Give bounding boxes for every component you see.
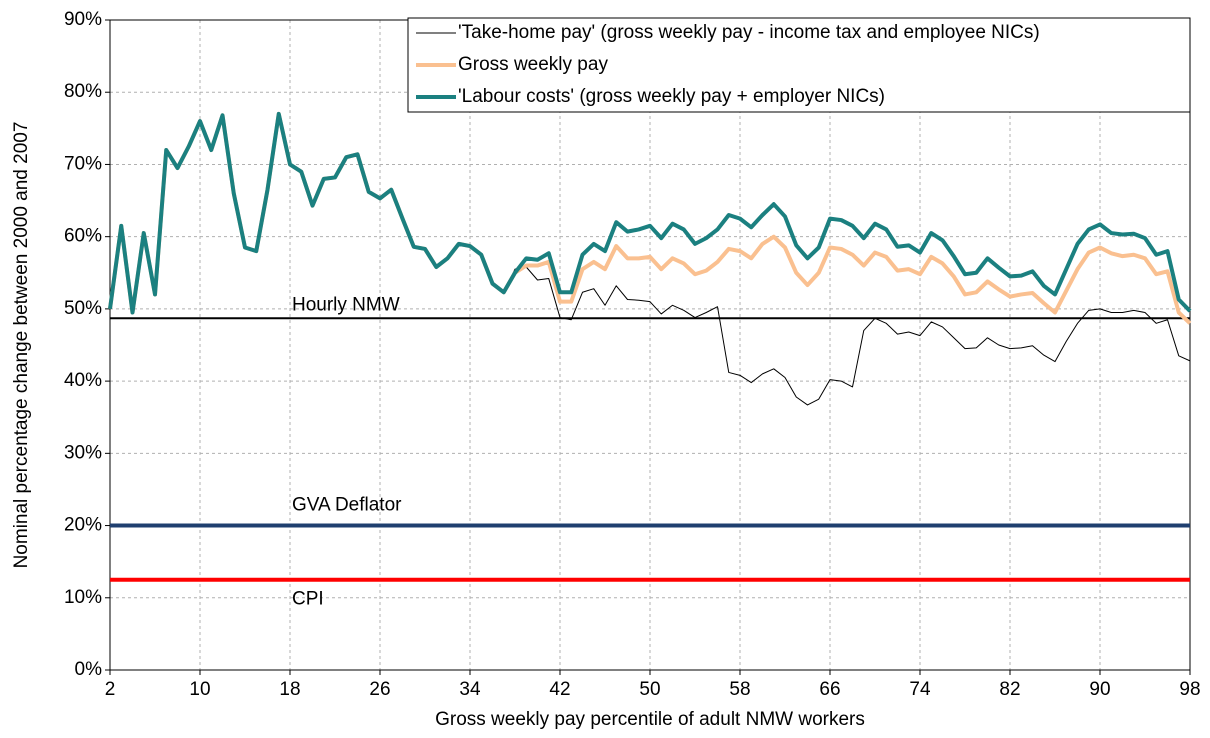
y-tick-label: 40%	[64, 370, 102, 391]
series-line	[108, 111, 1192, 315]
x-tick-label: 74	[909, 679, 931, 700]
legend-label: Gross weekly pay	[458, 54, 608, 75]
reference-label: CPI	[292, 589, 324, 610]
legend-label: 'Take-home pay' (gross weekly pay - inco…	[458, 22, 1040, 43]
legend-box	[407, 17, 1191, 113]
y-axis-label: Nominal percentage change between 2000 a…	[11, 122, 32, 569]
y-tick-label: 10%	[64, 587, 102, 608]
x-tick-label: 10	[189, 679, 210, 700]
x-tick-label: 58	[729, 679, 750, 700]
y-tick-label: 60%	[64, 226, 102, 247]
x-tick-label: 34	[459, 679, 481, 700]
x-tick-label: 66	[819, 679, 840, 700]
x-tick-label: 82	[999, 679, 1020, 700]
y-tick-label: 30%	[64, 442, 102, 463]
x-tick-label: 98	[1179, 679, 1200, 700]
reference-label: Hourly NMW	[292, 294, 400, 315]
y-tick-label: 50%	[64, 298, 102, 319]
x-tick-label: 2	[105, 679, 116, 700]
y-tick-label: 0%	[75, 659, 103, 680]
x-tick-label: 50	[639, 679, 660, 700]
legend-label: 'Labour costs' (gross weekly pay + emplo…	[458, 86, 885, 107]
y-tick-label: 90%	[64, 9, 102, 30]
x-axis-label: Gross weekly pay percentile of adult NMW…	[435, 709, 865, 730]
y-tick-label: 70%	[64, 153, 102, 174]
y-tick-label: 20%	[64, 515, 102, 536]
x-tick-label: 42	[549, 679, 570, 700]
x-tick-label: 18	[279, 679, 300, 700]
x-tick-label: 26	[369, 679, 390, 700]
y-tick-label: 80%	[64, 81, 102, 102]
reference-label: GVA Deflator	[292, 495, 402, 516]
x-tick-label: 90	[1089, 679, 1110, 700]
